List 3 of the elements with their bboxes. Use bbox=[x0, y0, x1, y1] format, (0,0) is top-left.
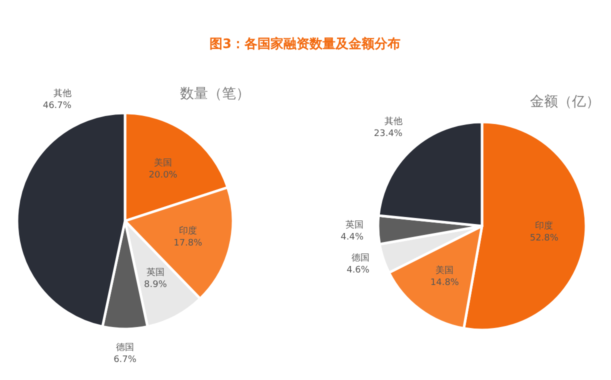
subtitle: 金额（亿） bbox=[530, 94, 600, 110]
title: 图3：各国家融资数量及金额分布 bbox=[209, 37, 401, 52]
subtitle: 数量（笔） bbox=[180, 86, 250, 102]
